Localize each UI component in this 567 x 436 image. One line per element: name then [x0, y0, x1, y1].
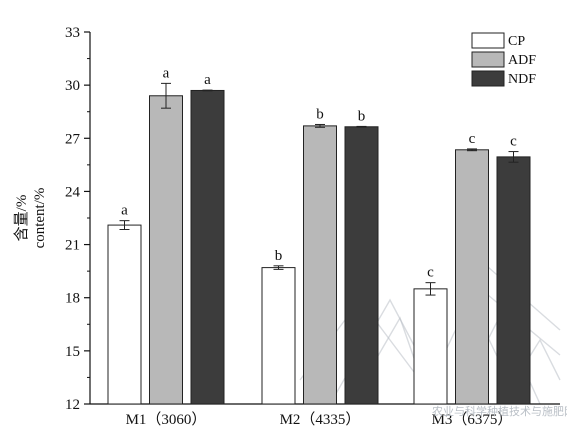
significance-label: a [121, 203, 128, 219]
bar-cp-3 [413, 288, 448, 405]
significance-label: a [163, 65, 170, 81]
y-tick-label: 15 [65, 344, 80, 360]
significance-label: c [427, 265, 434, 281]
significance-label: b [275, 248, 283, 264]
watermark-text: 农业与科学种植技术与施肥网 www.cropchina.cn [432, 404, 567, 418]
y-tick-label: 30 [65, 78, 80, 94]
significance-label: c [469, 131, 476, 147]
significance-label: b [358, 108, 366, 124]
significance-label: c [510, 134, 517, 150]
y-tick-label: 24 [65, 184, 81, 200]
bars: a a a b b b c c c [107, 65, 531, 405]
y-tick-label: 12 [65, 397, 80, 413]
y-tick-label: 21 [65, 238, 80, 254]
bar-adf-1 [149, 95, 183, 405]
bar-ndf-3 [496, 156, 531, 405]
y-axis-title: 含量/% content/% [13, 188, 48, 249]
x-tick-label: M1（3060） [126, 411, 207, 428]
y-axis-title-line: 含量/% [13, 195, 30, 242]
y-tick-label: 27 [65, 131, 81, 147]
y-axis: 12 15 18 21 24 27 30 33 [65, 25, 91, 413]
legend-label-cp: CP [508, 34, 525, 49]
bar-cp-2 [261, 267, 296, 405]
legend-label-ndf: NDF [508, 72, 536, 87]
legend-swatch-adf [471, 51, 505, 68]
x-tick-label: M2（4335） [280, 411, 361, 428]
legend-swatch-ndf [471, 70, 505, 87]
y-tick-label: 18 [65, 291, 80, 307]
bar-cp-1 [107, 224, 142, 405]
y-tick-label: 33 [65, 25, 80, 41]
significance-label: a [204, 72, 211, 88]
significance-label: b [316, 106, 324, 122]
legend-label-adf: ADF [508, 53, 536, 68]
legend-swatch-cp [471, 32, 505, 49]
bar-ndf-2 [344, 126, 379, 405]
bar-ndf-1 [190, 89, 225, 405]
bar-adf-3 [455, 149, 489, 405]
legend: CP ADF NDF [471, 32, 536, 87]
bar-adf-2 [303, 125, 337, 405]
x-tick-label: M3（6375） [432, 411, 513, 428]
y-axis-title-line: content/% [32, 188, 48, 249]
